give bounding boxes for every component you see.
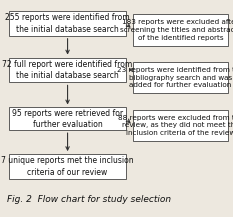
Text: 183 reports were excluded after
screening the titles and abstracts
of the identi: 183 reports were excluded after screenin…	[120, 19, 233, 41]
FancyBboxPatch shape	[133, 14, 228, 46]
FancyBboxPatch shape	[9, 107, 126, 130]
Text: 23 reports were identified from the
bibliography search and was
added for furthe: 23 reports were identified from the bibl…	[117, 67, 233, 88]
Text: 7 unique reports met the inclusion
criteria of our review: 7 unique reports met the inclusion crite…	[1, 156, 134, 177]
Text: 72 full report were identified from
the initial database search: 72 full report were identified from the …	[2, 60, 133, 80]
FancyBboxPatch shape	[133, 62, 228, 93]
FancyBboxPatch shape	[9, 154, 126, 179]
Text: Fig. 2  Flow chart for study selection: Fig. 2 Flow chart for study selection	[7, 195, 171, 204]
Text: 88 reports were excluded from the
review, as they did not meet the
inclusion cri: 88 reports were excluded from the review…	[118, 115, 233, 136]
FancyBboxPatch shape	[9, 58, 126, 82]
FancyBboxPatch shape	[9, 11, 126, 36]
Text: 95 reports were retrieved for
further evaluation: 95 reports were retrieved for further ev…	[12, 108, 123, 129]
FancyBboxPatch shape	[133, 110, 228, 141]
Text: 255 reports were identified from
the initial database search: 255 reports were identified from the ini…	[5, 13, 130, 34]
